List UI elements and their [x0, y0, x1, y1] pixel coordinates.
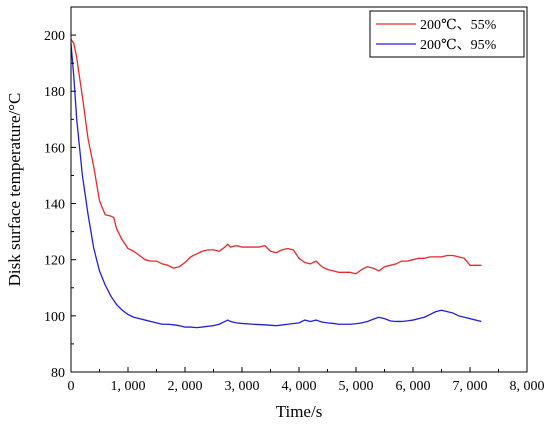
x-tick-label: 8, 000	[510, 379, 545, 394]
legend-label-1: 200℃、55%	[420, 18, 497, 33]
legend-box	[369, 10, 525, 58]
y-tick-label: 160	[44, 141, 65, 156]
y-tick-label: 200	[44, 29, 65, 44]
legend: 200℃、55% 200℃、95%	[369, 10, 525, 58]
plot-lines	[70, 38, 482, 329]
x-axis-ticks: 0 1, 000 2, 000 3, 000 4, 000 5, 000 6, 000 7, …	[68, 367, 545, 394]
x-tick-label: 1, 000	[111, 379, 146, 394]
y-axis-title: Disk surface temperature/°C	[5, 93, 24, 287]
y-tick-label: 120	[44, 254, 65, 269]
legend-label-2: 200℃、95%	[420, 38, 497, 53]
y-tick-label: 140	[44, 198, 65, 213]
x-tick-label: 3, 000	[225, 379, 260, 394]
x-tick-label: 5, 000	[339, 379, 374, 394]
x-tick-label: 2, 000	[168, 379, 203, 394]
y-tick-label: 80	[51, 366, 65, 381]
x-tick-label: 0	[68, 379, 75, 394]
x-tick-label: 4, 000	[282, 379, 317, 394]
series-line-1	[70, 38, 482, 275]
y-axis-ticks: 80 100 120 140 160 180 200	[44, 29, 76, 381]
x-tick-label: 7, 000	[453, 379, 488, 394]
y-tick-label: 100	[44, 310, 65, 325]
x-tick-label: 6, 000	[396, 379, 431, 394]
x-axis-title: Time/s	[276, 402, 323, 421]
y-tick-label: 180	[44, 85, 65, 100]
series-line-2	[70, 43, 482, 329]
